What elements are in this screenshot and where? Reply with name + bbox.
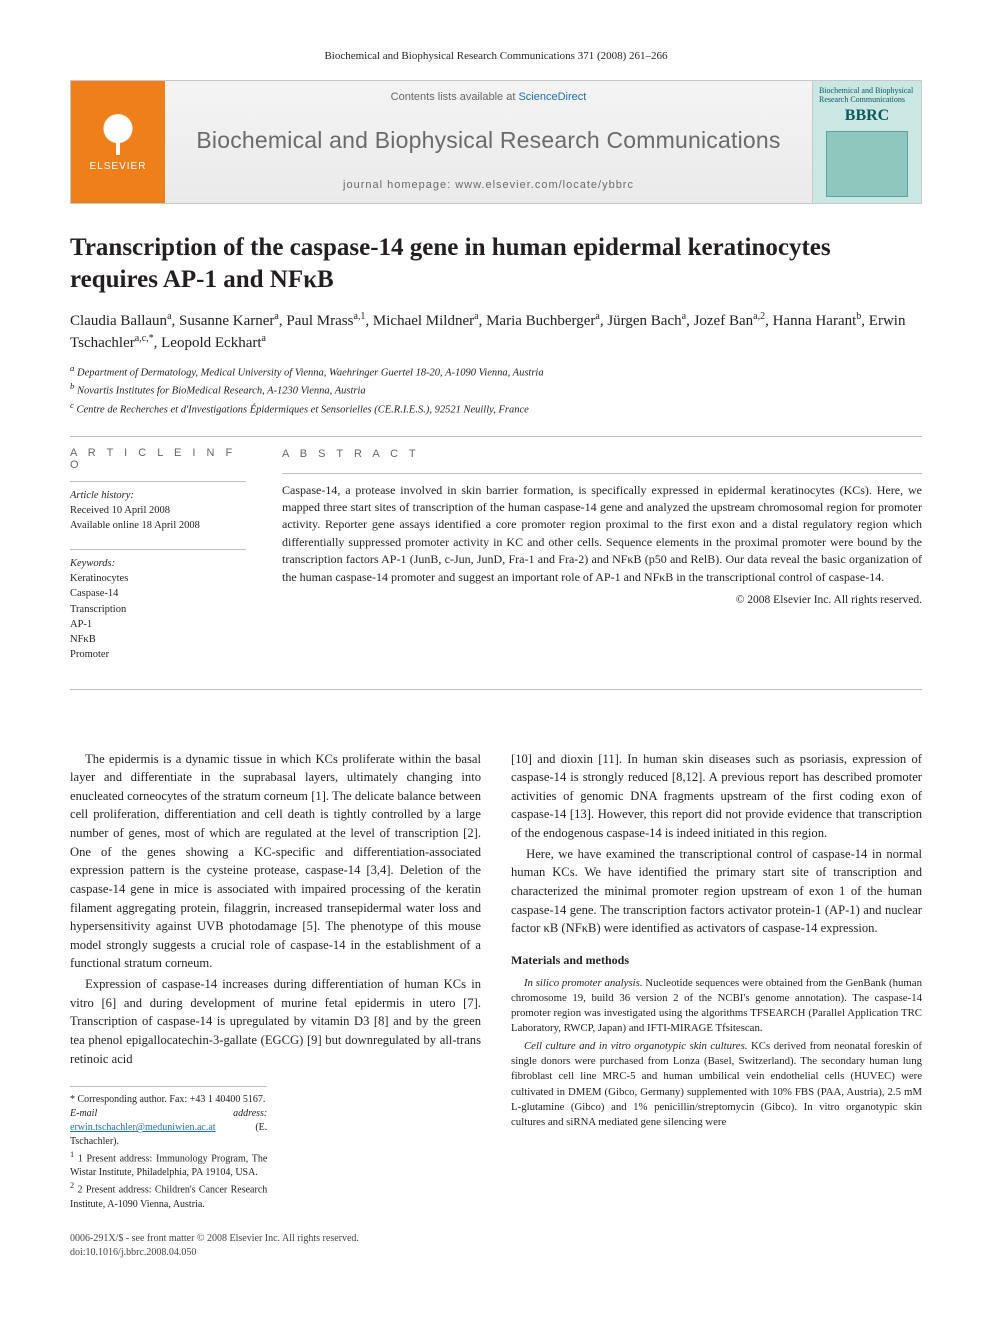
elsevier-tree-icon [96, 111, 140, 155]
masthead-center: Contents lists available at ScienceDirec… [165, 81, 812, 203]
sciencedirect-link[interactable]: ScienceDirect [518, 91, 586, 103]
article-body: The epidermis is a dynamic tissue in whi… [70, 750, 922, 1212]
keywords-block: Keywords: Keratinocytes Caspase-14 Trans… [70, 558, 246, 662]
divider [70, 549, 246, 550]
contents-prefix: Contents lists available at [391, 91, 519, 103]
email-line: E-mail address: erwin.tschachler@meduniw… [70, 1107, 267, 1149]
affiliations: a Department of Dermatology, Medical Uni… [70, 362, 922, 418]
methods-runin: Cell culture and in vitro organotypic sk… [524, 1040, 748, 1052]
running-head: Biochemical and Biophysical Research Com… [70, 50, 922, 62]
footnotes: * Corresponding author. Fax: +43 1 40400… [70, 1086, 267, 1212]
cover-journal-name: Biochemical and Biophysical Research Com… [819, 87, 915, 105]
affiliation-a: a Department of Dermatology, Medical Uni… [70, 362, 922, 381]
abstract-text: Caspase-14, a protease involved in skin … [282, 482, 922, 586]
body-paragraph: Here, we have examined the transcription… [511, 845, 922, 938]
author-list: Claudia Ballauna, Susanne Karnera, Paul … [70, 310, 922, 354]
contents-available-line: Contents lists available at ScienceDirec… [181, 91, 796, 103]
abstract-column: A B S T R A C T Caspase-14, a protease i… [282, 447, 922, 679]
article-history: Article history: Received 10 April 2008 … [70, 490, 246, 533]
page-footer: 0006-291X/$ - see front matter © 2008 El… [70, 1232, 922, 1260]
email-label: E-mail address: [70, 1108, 267, 1119]
publisher-brand: ELSEVIER [90, 161, 147, 172]
received-date: Received 10 April 2008 [70, 503, 246, 518]
methods-runin: In silico promoter analysis. [524, 977, 643, 989]
divider [70, 481, 246, 482]
present-address-2: 2 2 Present address: Children's Cancer R… [70, 1180, 267, 1211]
methods-paragraph: In silico promoter analysis. Nucleotide … [511, 976, 922, 1037]
abstract-head: A B S T R A C T [282, 447, 922, 463]
cover-image-icon [826, 131, 908, 197]
journal-cover-thumb: Biochemical and Biophysical Research Com… [812, 81, 921, 203]
section-heading-methods: Materials and methods [511, 952, 922, 970]
divider [282, 473, 922, 474]
history-label: Article history: [70, 490, 246, 501]
doi-line: doi:10.1016/j.bbrc.2008.04.050 [70, 1246, 922, 1260]
present-address-1: 1 1 Present address: Immunology Program,… [70, 1149, 267, 1180]
keyword: Transcription [70, 602, 246, 617]
journal-masthead: ELSEVIER Contents lists available at Sci… [70, 80, 922, 204]
divider [70, 436, 922, 437]
keyword: NFκB [70, 632, 246, 647]
keywords-label: Keywords: [70, 558, 246, 569]
front-matter-line: 0006-291X/$ - see front matter © 2008 El… [70, 1232, 922, 1246]
publisher-logo-block: ELSEVIER [71, 81, 165, 203]
cover-abbrev: BBRC [845, 107, 889, 125]
email-link[interactable]: erwin.tschachler@meduniwien.ac.at [70, 1122, 216, 1133]
corresponding-author: * Corresponding author. Fax: +43 1 40400… [70, 1093, 267, 1107]
article-info-head: A R T I C L E I N F O [70, 447, 246, 471]
journal-homepage: journal homepage: www.elsevier.com/locat… [181, 179, 796, 191]
divider [70, 689, 922, 690]
body-paragraph: [10] and dioxin [11]. In human skin dise… [511, 750, 922, 843]
body-paragraph: Expression of caspase-14 increases durin… [70, 975, 481, 1068]
journal-name: Biochemical and Biophysical Research Com… [181, 127, 796, 154]
online-date: Available online 18 April 2008 [70, 518, 246, 533]
article-title: Transcription of the caspase-14 gene in … [70, 232, 922, 296]
article-info-column: A R T I C L E I N F O Article history: R… [70, 447, 246, 679]
keyword: AP-1 [70, 617, 246, 632]
methods-paragraph: Cell culture and in vitro organotypic sk… [511, 1039, 922, 1131]
affiliation-b: b Novartis Institutes for BioMedical Res… [70, 380, 922, 399]
keyword: Caspase-14 [70, 586, 246, 601]
keyword: Keratinocytes [70, 571, 246, 586]
abstract-copyright: © 2008 Elsevier Inc. All rights reserved… [282, 592, 922, 609]
body-paragraph: The epidermis is a dynamic tissue in whi… [70, 750, 481, 974]
affiliation-c: c Centre de Recherches et d'Investigatio… [70, 399, 922, 418]
keyword: Promoter [70, 647, 246, 662]
